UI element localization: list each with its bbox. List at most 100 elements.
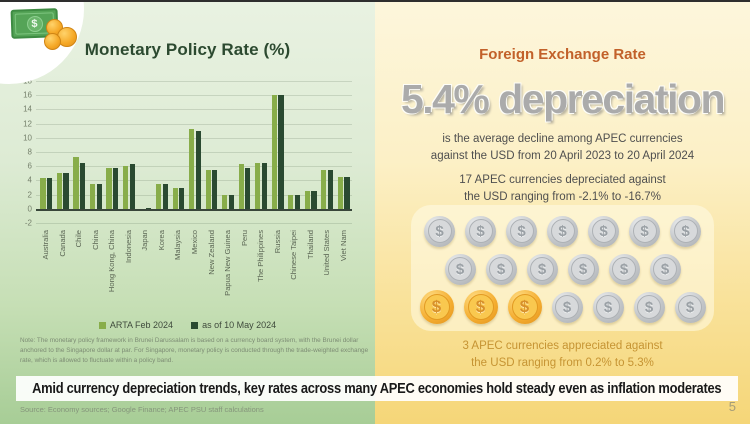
x-axis-label: Thailand [305, 230, 315, 260]
y-axis-tick: 4 [27, 175, 32, 185]
x-axis-label: United States [322, 230, 332, 276]
coin-dollar-glyph: $ [530, 257, 554, 281]
bar-as-of-10-may-2024 [311, 191, 317, 209]
depreciated-text: 17 APEC currencies depreciated against t… [375, 172, 750, 205]
coin-dollar-glyph: $ [467, 294, 494, 320]
bar-arta-feb-2024 [205, 169, 211, 209]
bar-arta-feb-2024 [106, 167, 112, 209]
bar-as-of-10-may-2024 [113, 167, 119, 209]
bar-as-of-10-may-2024 [212, 169, 218, 209]
depreciated-line: the USD ranging from -2.1% to -16.7% [464, 190, 661, 203]
headline-banner: Amid currency depreciation trends, key r… [16, 376, 738, 401]
coin-dollar-glyph: $ [591, 219, 616, 243]
coin-row: $ $ $ $ $ $ $ [411, 212, 714, 250]
silver-coin-icon: $ [588, 215, 619, 247]
coin-dollar-glyph: $ [489, 257, 513, 281]
coin-dollar-glyph: $ [509, 219, 534, 243]
bar-as-of-10-may-2024 [146, 208, 152, 209]
x-axis-label: China [90, 230, 100, 250]
bar-arta-feb-2024 [40, 177, 46, 209]
bar-as-of-10-may-2024 [294, 194, 301, 209]
bar-as-of-10-may-2024 [162, 183, 168, 209]
appreciated-text: 3 APEC currencies appreciated against th… [375, 338, 750, 371]
coin-dollar-glyph: $ [653, 257, 677, 281]
y-axis-tick: 0 [27, 204, 32, 214]
x-axis-labels: Australia Canada Chile China Hong Kong, Chin… [38, 228, 352, 320]
y-axis-tick: 2 [27, 190, 32, 200]
y-axis-tick: 8 [27, 147, 32, 157]
bar-arta-feb-2024 [238, 164, 244, 209]
chart-title: Monetary Policy Rate (%) [84, 40, 291, 59]
coin-dollar-glyph: $ [678, 295, 702, 319]
gold-coin-icon: $ [419, 290, 454, 324]
coin-dollar-glyph: $ [555, 295, 579, 319]
silver-coin-icon: $ [567, 253, 599, 285]
bar-arta-feb-2024 [73, 157, 79, 209]
depreciated-line: 17 APEC currencies depreciated against [459, 174, 666, 186]
bar-arta-feb-2024 [189, 128, 195, 209]
x-axis-label: Russia [272, 230, 282, 254]
page-number: 5 [728, 399, 736, 414]
coin-dollar-glyph: $ [637, 295, 661, 319]
coin-dollar-glyph: $ [423, 294, 450, 320]
chart-legend: ARTA Feb 2024 as of 10 May 2024 [0, 320, 375, 330]
bar-as-of-10-may-2024 [96, 184, 102, 209]
x-axis-label: Chile [74, 230, 84, 248]
y-axis-tick: 14 [23, 104, 32, 114]
coin-row: $ $ $ $ $ $ [411, 250, 714, 288]
coin-dollar-glyph: $ [468, 219, 493, 243]
stat-caption: is the average decline among APEC curren… [375, 131, 750, 164]
x-axis-label: Peru [239, 230, 249, 247]
bar-as-of-10-may-2024 [278, 95, 284, 209]
stat-caption-line: against the USD from 20 April 2023 to 20… [430, 149, 695, 162]
bar-arta-feb-2024 [271, 95, 277, 209]
bar-arta-feb-2024 [172, 187, 178, 209]
silver-coin-icon: $ [629, 215, 660, 247]
gridline [36, 123, 352, 125]
coin-dollar-glyph: $ [571, 257, 595, 281]
bar-as-of-10-may-2024 [80, 162, 86, 209]
bar-arta-feb-2024 [288, 195, 294, 209]
silver-coin-icon: $ [465, 215, 496, 247]
bar-arta-feb-2024 [156, 183, 162, 209]
y-axis-tick: 6 [27, 161, 32, 171]
bar-as-of-10-may-2024 [129, 164, 135, 209]
bar-as-of-10-may-2024 [195, 130, 201, 209]
legend-item: ARTA Feb 2024 [98, 320, 173, 330]
legend-label: as of 10 May 2024 [202, 320, 277, 330]
chart-footnote: Note: The monetary policy framework in B… [20, 337, 369, 364]
legend-swatch [191, 321, 199, 329]
x-axis-label: Indonesia [123, 230, 133, 263]
foreign-exchange-panel: Foreign Exchange Rate 5.4% depreciation … [375, 0, 750, 424]
silver-coin-icon: $ [506, 215, 537, 247]
bar-as-of-10-may-2024 [344, 176, 350, 209]
silver-coin-icon: $ [633, 291, 665, 323]
silver-coin-icon: $ [551, 291, 583, 323]
y-axis-tick: -2 [24, 218, 32, 228]
silver-coin-icon: $ [670, 215, 701, 247]
bar-as-of-10-may-2024 [327, 169, 334, 209]
x-axis-line [36, 208, 352, 211]
legend-swatch [98, 321, 106, 329]
legend-item: as of 10 May 2024 [191, 320, 276, 330]
silver-coin-icon: $ [424, 215, 455, 247]
bar-as-of-10-may-2024 [245, 167, 251, 209]
source-line: Source: Economy sources; Google Finance;… [20, 405, 264, 414]
gold-coin-icon: $ [463, 290, 498, 324]
x-axis-label: Chinese Taipei [289, 230, 299, 280]
coin-dollar-glyph: $ [612, 257, 636, 281]
coin-dollar-glyph: $ [673, 219, 698, 243]
bar-as-of-10-may-2024 [179, 187, 185, 209]
y-axis-tick: 16 [23, 90, 32, 100]
silver-coin-icon: $ [485, 253, 517, 285]
money-icon: $ [0, 0, 100, 70]
bar-arta-feb-2024 [56, 173, 63, 209]
monetary-policy-bar-chart: 181614121086420-2 AustraliaCanadaChileCh… [0, 76, 375, 336]
appreciated-line: 3 APEC currencies appreciated against [462, 340, 663, 352]
y-axis-tick: 12 [23, 119, 32, 129]
stat-caption-line: is the average decline among APEC curren… [442, 133, 683, 145]
coin-dollar-glyph: $ [550, 219, 575, 243]
bar-arta-feb-2024 [304, 191, 310, 209]
x-axis-label: Papua New Guinea [223, 230, 233, 296]
